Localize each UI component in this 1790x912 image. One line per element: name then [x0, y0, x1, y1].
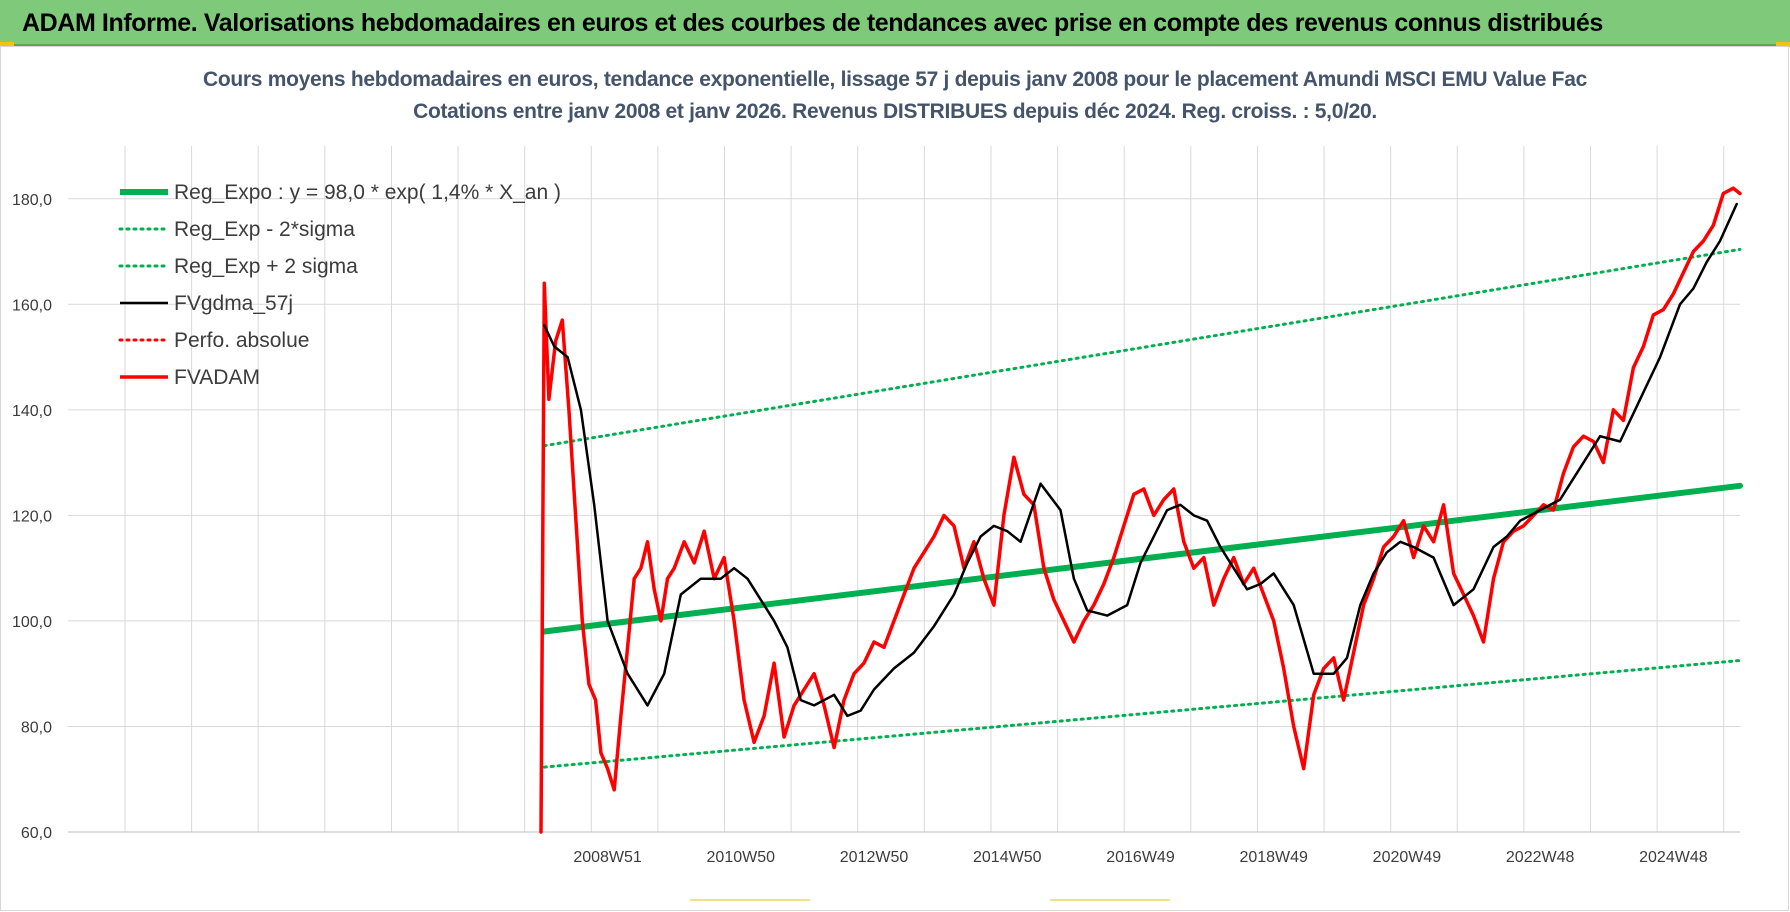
- y-tick-label: 180,0: [12, 192, 52, 209]
- y-tick-label: 140,0: [12, 403, 52, 420]
- x-tick-label: 2016W49: [1106, 849, 1175, 866]
- legend-label-0: Reg_Expo : y = 98,0 * exp( 1,4% * X_an ): [174, 181, 561, 204]
- x-tick-label: 2012W50: [840, 849, 909, 866]
- corner-marker-left: [0, 42, 14, 47]
- legend-label-2: Reg_Exp + 2 sigma: [174, 255, 358, 278]
- legend-label-3: FVgdma_57j: [174, 292, 293, 315]
- series-line-1: [542, 659, 1742, 769]
- chart-svg: Cours moyens hebdomadaires en euros, ten…: [12, 68, 1743, 901]
- series-line-5: [539, 186, 1742, 834]
- corner-marker-right: [1776, 42, 1790, 47]
- legend-label-4: Perfo. absolue: [174, 329, 309, 352]
- gridlines: [68, 146, 1740, 833]
- series-line-3: [543, 202, 1738, 718]
- report-banner: ADAM Informe. Valorisations hebdomadaire…: [0, 0, 1790, 46]
- x-tick-label: 2010W50: [707, 849, 776, 866]
- x-tick-label: 2014W50: [973, 849, 1042, 866]
- legend: Reg_Expo : y = 98,0 * exp( 1,4% * X_an )…: [118, 181, 561, 389]
- x-tick-label: 2022W48: [1506, 849, 1575, 866]
- x-tick-label: 2018W49: [1239, 849, 1308, 866]
- report-title: ADAM Informe. Valorisations hebdomadaire…: [22, 9, 1603, 37]
- x-tick-label: 2024W48: [1639, 849, 1708, 866]
- legend-label-1: Reg_Exp - 2*sigma: [174, 218, 355, 241]
- y-tick-label: 100,0: [12, 614, 52, 631]
- series-lines: [539, 186, 1743, 834]
- y-tick-label: 120,0: [12, 508, 52, 525]
- y-axis-ticks: 60,0 80,0 100,0 120,0 140,0 160,0 180,0: [12, 192, 52, 842]
- x-tick-label: 2008W51: [573, 849, 642, 866]
- legend-label-5: FVADAM: [174, 366, 260, 389]
- y-tick-label: 160,0: [12, 297, 52, 314]
- x-axis-ticks: 2008W51 2010W50 2012W50 2014W50 2016W49 2018W…: [573, 849, 1707, 866]
- y-tick-label: 80,0: [21, 719, 52, 736]
- chart-frame: [0, 46, 1789, 911]
- chart-subtitle: Cotations entre janv 2008 et janv 2026. …: [413, 100, 1377, 123]
- x-tick-label: 2020W49: [1373, 849, 1442, 866]
- y-tick-label: 60,0: [21, 825, 52, 842]
- chart-title: Cours moyens hebdomadaires en euros, ten…: [203, 68, 1588, 91]
- series-line-2: [542, 247, 1742, 448]
